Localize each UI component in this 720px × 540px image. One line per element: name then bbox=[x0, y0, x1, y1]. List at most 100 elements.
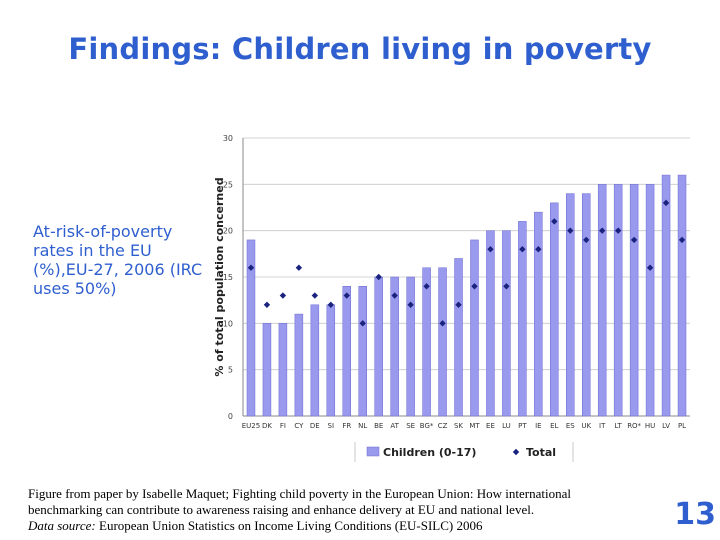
x-tick-label: DE bbox=[310, 422, 320, 430]
bar-children-ES bbox=[566, 193, 575, 417]
x-tick-label: MT bbox=[469, 422, 480, 430]
legend-label-total: Total bbox=[526, 446, 556, 459]
bar-children-ROstar bbox=[629, 184, 639, 417]
caption-source-label: Data source: bbox=[28, 518, 96, 533]
legend-swatch-children bbox=[366, 446, 380, 457]
marker-total-DE bbox=[311, 292, 319, 299]
slide-title: Findings: Children living in poverty bbox=[68, 32, 652, 66]
y-tick-label: 20 bbox=[223, 227, 233, 236]
figure-caption: Figure from paper by Isabelle Maquet; Fi… bbox=[28, 486, 668, 534]
y-tick-label: 10 bbox=[223, 319, 233, 328]
marker-total-CZ bbox=[439, 320, 446, 327]
bar-children-PL bbox=[677, 174, 687, 417]
x-tick-label: FI bbox=[280, 422, 286, 430]
marker-total-FR bbox=[343, 292, 350, 299]
marker-total-IT bbox=[598, 227, 606, 234]
x-tick-label: EE bbox=[486, 422, 495, 430]
marker-total-SE bbox=[407, 301, 414, 308]
bar-children-PT bbox=[518, 221, 527, 417]
bar-children-DE bbox=[310, 304, 320, 417]
caption-line-1: Figure from paper by Isabelle Maquet; Fi… bbox=[28, 486, 571, 501]
legend-swatch-total bbox=[512, 448, 520, 456]
y-tick-label: 0 bbox=[228, 412, 233, 421]
x-tick-label: IT bbox=[599, 422, 606, 430]
caption-source-text: European Union Statistics on Income Livi… bbox=[95, 518, 483, 533]
x-tick-label: UK bbox=[581, 422, 591, 430]
x-tick-label: IE bbox=[535, 422, 542, 430]
marker-total-BE bbox=[375, 273, 382, 281]
bar-children-MT bbox=[470, 239, 479, 417]
marker-total-EE bbox=[487, 246, 494, 253]
bar-children-EE bbox=[486, 230, 495, 417]
bar-children-LV bbox=[661, 174, 671, 417]
bar-children-LT bbox=[613, 184, 623, 417]
marker-total-CY bbox=[295, 264, 303, 271]
marker-total-AT bbox=[391, 292, 398, 299]
bar-children-SE bbox=[406, 276, 415, 417]
x-tick-label: SI bbox=[328, 422, 335, 430]
bar-children-IT bbox=[597, 184, 607, 417]
x-tick-label: SK bbox=[454, 422, 463, 430]
bar-children-HU bbox=[645, 184, 655, 417]
x-tick-label: PT bbox=[518, 422, 527, 430]
bar-children-IE bbox=[534, 211, 543, 417]
marker-total-LV bbox=[662, 199, 670, 207]
y-tick-label: 25 bbox=[223, 180, 233, 189]
bar-children-BGstar bbox=[422, 267, 431, 417]
bar-children-FI bbox=[278, 323, 288, 417]
x-tick-label: LT bbox=[615, 422, 623, 430]
x-tick-label: EL bbox=[550, 422, 558, 430]
bar-children-EL bbox=[550, 202, 559, 417]
marker-total-SI bbox=[327, 301, 335, 308]
x-tick-label: AT bbox=[390, 422, 399, 430]
x-tick-label: CZ bbox=[438, 422, 448, 430]
marker-total-MT bbox=[471, 283, 478, 290]
x-tick-label: DK bbox=[262, 422, 272, 430]
x-tick-label: EU25 bbox=[242, 422, 260, 430]
bar-children-CY bbox=[294, 313, 304, 417]
marker-total-EL bbox=[551, 218, 558, 225]
marker-total-LU bbox=[503, 283, 510, 290]
marker-total-BGstar bbox=[423, 283, 430, 290]
bar-children-NL bbox=[358, 286, 367, 417]
bar-children-LU bbox=[502, 230, 511, 417]
x-tick-label: BG* bbox=[420, 422, 434, 430]
bar-children-DK bbox=[262, 323, 272, 417]
bar-children-FR bbox=[342, 286, 352, 417]
bar-children-SK bbox=[454, 258, 463, 417]
marker-total-PT bbox=[519, 246, 526, 253]
chart-description: At-risk-of-poverty rates in the EU (%),E… bbox=[33, 222, 203, 298]
x-tick-label: RO* bbox=[627, 422, 641, 430]
x-tick-label: FR bbox=[342, 422, 351, 430]
marker-total-SK bbox=[455, 301, 462, 308]
poverty-chart-svg: 0 5 10 15 20 25 30 % of total population concer… bbox=[213, 134, 690, 462]
marker-total-DK bbox=[263, 301, 271, 308]
x-tick-label: SE bbox=[406, 422, 415, 430]
x-tick-label: LU bbox=[502, 422, 511, 430]
caption-source: Data source: European Union Statistics o… bbox=[28, 518, 668, 534]
bar-children-EU25 bbox=[246, 239, 256, 417]
bar-children-UK bbox=[581, 193, 591, 417]
legend-label-children: Children (0-17) bbox=[383, 446, 476, 459]
bar-children-BE bbox=[374, 276, 383, 417]
bar-children-CZ bbox=[438, 267, 447, 417]
y-tick-label: 30 bbox=[223, 134, 233, 143]
y-axis-label: % of total population concerned bbox=[213, 177, 226, 376]
marker-total-EU25 bbox=[247, 264, 255, 271]
caption-line-2: benchmarking can contribute to awareness… bbox=[28, 502, 535, 517]
poverty-chart: 0 5 10 15 20 25 30 % of total population concer… bbox=[205, 130, 695, 470]
marker-total-HU bbox=[646, 264, 654, 271]
x-tick-label: LV bbox=[662, 422, 670, 430]
x-tick-label: PL bbox=[678, 422, 686, 430]
marker-total-NL bbox=[359, 320, 366, 327]
x-tick-label: NL bbox=[358, 422, 367, 430]
bar-children-SI bbox=[326, 304, 336, 417]
x-tick-label: HU bbox=[645, 422, 655, 430]
marker-total-FI bbox=[279, 292, 287, 299]
page-number: 13 bbox=[674, 497, 716, 532]
y-tick-label: 15 bbox=[223, 273, 233, 282]
x-tick-label: BE bbox=[374, 422, 383, 430]
bar-children-AT bbox=[390, 276, 399, 417]
x-tick-label: CY bbox=[294, 422, 304, 430]
x-tick-label: ES bbox=[566, 422, 575, 430]
